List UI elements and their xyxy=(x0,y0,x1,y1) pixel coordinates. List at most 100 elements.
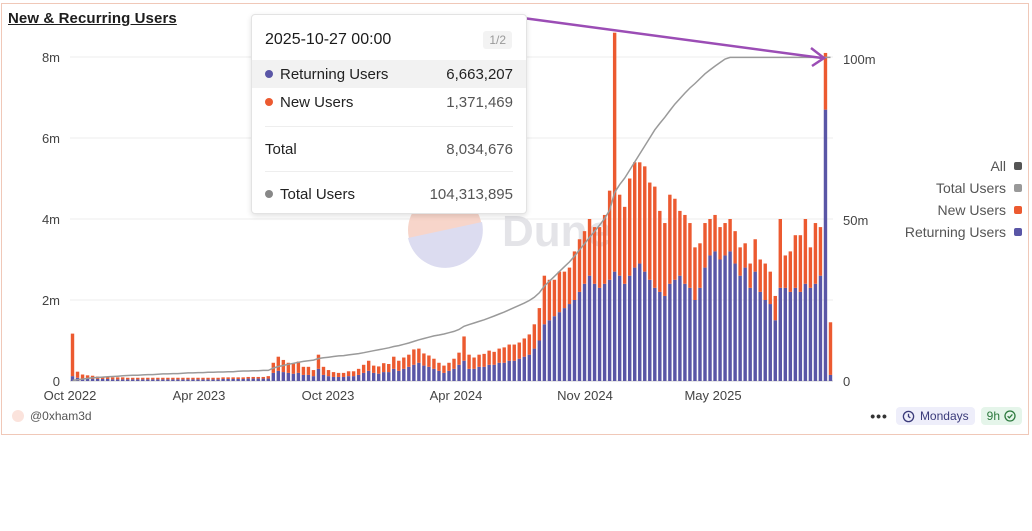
annotation-arrow xyxy=(522,16,827,68)
bar-new-users xyxy=(467,354,471,369)
bar-returning-users xyxy=(663,295,667,381)
y-left-tick-label: 6m xyxy=(42,131,60,146)
bar-new-users xyxy=(131,377,135,380)
legend-item-total-users[interactable]: Total Users xyxy=(905,177,1022,199)
bar-returning-users xyxy=(206,379,210,381)
bar-returning-users xyxy=(497,362,501,381)
bar-new-users xyxy=(186,377,190,380)
tooltip-page-indicator[interactable]: 1/2 xyxy=(483,31,512,49)
y-left-tick-label: 4m xyxy=(42,212,60,227)
bar-new-users xyxy=(633,162,637,268)
legend-item-new-users[interactable]: New Users xyxy=(905,199,1022,221)
bar-new-users xyxy=(602,214,607,284)
bar-returning-users xyxy=(638,263,642,381)
bar-new-users xyxy=(181,377,185,380)
bar-new-users xyxy=(542,275,547,325)
bar-new-users xyxy=(532,324,537,349)
bar-new-users xyxy=(251,376,255,379)
bar-new-users xyxy=(126,377,130,380)
bar-new-users xyxy=(447,362,451,371)
author-link[interactable]: @0xham3d xyxy=(12,409,92,423)
bar-returning-users xyxy=(105,378,110,381)
bar-new-users xyxy=(572,251,577,300)
tooltip-value: 6,663,207 xyxy=(446,65,513,83)
bar-new-users xyxy=(176,377,180,380)
bar-new-users xyxy=(537,308,542,341)
avatar xyxy=(12,410,24,422)
bar-returning-users xyxy=(813,283,818,381)
bar-returning-users xyxy=(597,287,602,381)
bar-new-users xyxy=(407,354,411,367)
bar-new-users xyxy=(316,354,321,369)
returning-dot-icon xyxy=(265,70,273,78)
bar-new-users xyxy=(597,227,602,288)
bar-returning-users xyxy=(487,364,491,381)
bar-new-users xyxy=(582,231,587,284)
tooltip-value: 1,371,469 xyxy=(446,93,513,111)
refresh-badge[interactable]: 9h xyxy=(980,407,1022,425)
bar-new-users xyxy=(773,295,777,321)
bar-returning-users xyxy=(648,279,652,381)
bar-returning-users xyxy=(758,291,762,381)
bar-returning-users xyxy=(602,283,607,381)
tooltip-value: 104,313,895 xyxy=(429,185,513,203)
bar-new-users xyxy=(151,377,155,380)
bar-new-users xyxy=(738,247,742,276)
schedule-label: Mondays xyxy=(919,409,969,423)
bar-new-users xyxy=(80,374,85,379)
bar-new-users xyxy=(748,263,752,288)
bar-returning-users xyxy=(246,378,250,381)
bar-new-users xyxy=(266,376,270,379)
bar-new-users xyxy=(627,178,632,276)
bar-new-users xyxy=(497,348,501,363)
bar-returning-users xyxy=(547,320,552,381)
bar-new-users xyxy=(366,360,371,371)
bar-returning-users xyxy=(733,263,737,381)
more-options-button[interactable]: ••• xyxy=(870,408,888,424)
y-left-tick-label: 2m xyxy=(42,293,60,308)
bar-returning-users xyxy=(517,358,521,381)
bar-returning-users xyxy=(532,348,537,381)
bar-new-users xyxy=(291,363,296,374)
new-dot-icon xyxy=(265,98,273,106)
tooltip-value: 8,034,676 xyxy=(446,140,513,158)
bars-group xyxy=(70,32,833,382)
bar-returning-users xyxy=(366,370,371,381)
schedule-badge[interactable]: Mondays xyxy=(895,407,975,425)
bar-new-users xyxy=(437,362,441,371)
bar-new-users xyxy=(136,377,140,380)
bar-new-users xyxy=(216,377,220,380)
refresh-label: 9h xyxy=(986,409,1000,423)
x-tick-label: May 2025 xyxy=(684,388,741,403)
bar-new-users xyxy=(161,377,165,380)
bar-new-users xyxy=(371,365,376,373)
bar-returning-users xyxy=(156,379,160,381)
bar-returning-users xyxy=(397,370,401,381)
bar-new-users xyxy=(236,377,240,379)
bar-new-users xyxy=(743,243,747,268)
bar-new-users xyxy=(231,377,235,379)
bar-returning-users xyxy=(728,251,732,381)
legend-item-returning-users[interactable]: Returning Users xyxy=(905,221,1022,243)
legend-label: Returning Users xyxy=(904,224,1006,240)
bar-new-users xyxy=(577,239,582,292)
bar-returning-users xyxy=(582,283,587,381)
tooltip-label: New Users xyxy=(280,93,354,111)
bar-new-users xyxy=(105,376,110,379)
bar-returning-users xyxy=(457,364,461,381)
bar-new-users xyxy=(442,365,446,373)
bar-new-users xyxy=(141,377,145,380)
legend-item-all[interactable]: All xyxy=(905,155,1022,177)
bar-returning-users xyxy=(577,291,582,381)
bar-returning-users xyxy=(437,370,441,381)
chart-title[interactable]: New & Recurring Users xyxy=(8,10,177,27)
bar-new-users xyxy=(502,347,506,363)
bar-new-users xyxy=(457,352,461,365)
legend-swatch xyxy=(1014,184,1022,192)
bar-returning-users xyxy=(161,379,165,381)
bar-new-users xyxy=(507,344,511,361)
bar-returning-users xyxy=(452,368,456,381)
bar-new-users xyxy=(512,344,516,361)
bar-returning-users xyxy=(266,378,270,381)
bar-new-users xyxy=(723,223,727,256)
